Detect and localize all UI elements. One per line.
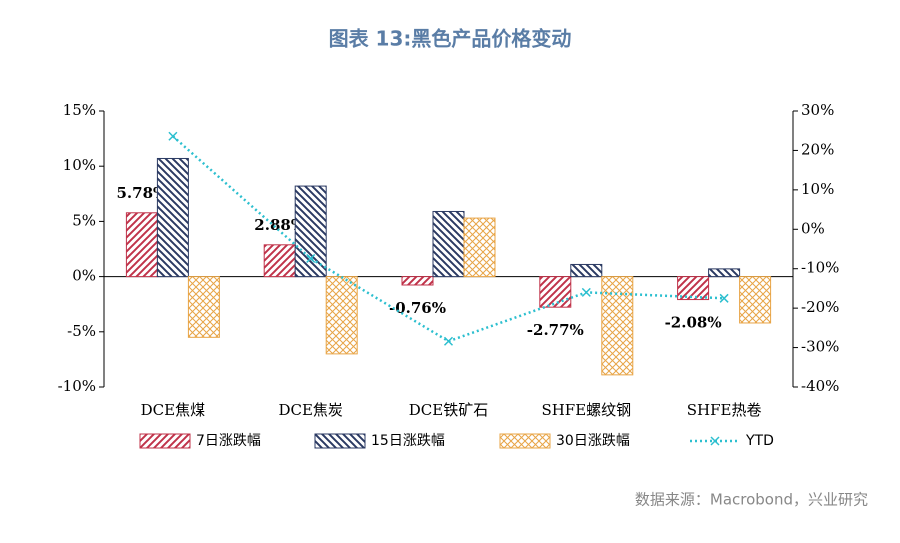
bar — [432, 210, 465, 278]
x-tick-label: DCE铁矿石 — [409, 401, 488, 419]
line-marker — [168, 131, 178, 141]
legend-swatch — [139, 433, 191, 449]
x-tick-label: DCE焦煤 — [141, 401, 205, 419]
value-label: -2.77% — [527, 321, 584, 339]
bar — [601, 276, 634, 376]
line-marker — [306, 253, 316, 263]
y2-tick-label: 10% — [801, 180, 834, 198]
bar — [463, 217, 496, 278]
source-note: 数据来源：Macrobond，兴业研究 — [635, 491, 868, 509]
y-tick-label: 0% — [72, 267, 96, 285]
y2-tick-label: -40% — [801, 377, 839, 395]
bar — [125, 212, 158, 278]
bar — [677, 276, 710, 301]
y-tick-label: -10% — [58, 377, 96, 395]
x-tick-label: SHFE螺纹钢 — [541, 401, 631, 419]
legend-label: 15日涨跌幅 — [371, 433, 445, 449]
legend-label: 30日涨跌幅 — [556, 433, 630, 449]
value-label: 5.78% — [117, 184, 168, 202]
x-tick-label: SHFE热卷 — [687, 401, 762, 419]
bar — [325, 276, 358, 355]
bar — [187, 276, 220, 338]
value-label: -2.08% — [665, 314, 722, 332]
y-tick-label: 5% — [72, 211, 96, 229]
y2-tick-label: 20% — [801, 140, 834, 158]
legend-swatch — [710, 436, 720, 446]
line-marker — [719, 293, 729, 303]
bar — [263, 244, 296, 278]
bar — [156, 157, 189, 278]
chart-title: 图表 13:黑色产品价格变动 — [329, 27, 572, 51]
bar — [401, 276, 434, 286]
line-marker — [581, 287, 591, 297]
value-label: -0.76% — [389, 299, 446, 317]
y2-tick-label: -20% — [801, 298, 839, 316]
legend-label: 7日涨跌幅 — [196, 433, 261, 449]
bar — [294, 185, 327, 278]
y2-tick-label: 30% — [801, 101, 834, 119]
legend-label: YTD — [745, 433, 774, 449]
bar — [739, 276, 772, 324]
y2-tick-label: 0% — [801, 219, 825, 237]
bar — [539, 276, 572, 308]
line-marker — [443, 336, 454, 346]
legend-swatch — [499, 433, 551, 449]
y-tick-label: 10% — [63, 156, 96, 174]
y2-tick-label: -10% — [801, 259, 839, 277]
y2-tick-label: -30% — [801, 338, 839, 356]
y-tick-label: 15% — [63, 101, 96, 119]
y-tick-label: -5% — [67, 322, 96, 340]
bar — [570, 263, 603, 278]
legend-swatch — [314, 433, 366, 449]
bar — [708, 268, 741, 278]
x-tick-label: DCE焦炭 — [278, 401, 342, 419]
